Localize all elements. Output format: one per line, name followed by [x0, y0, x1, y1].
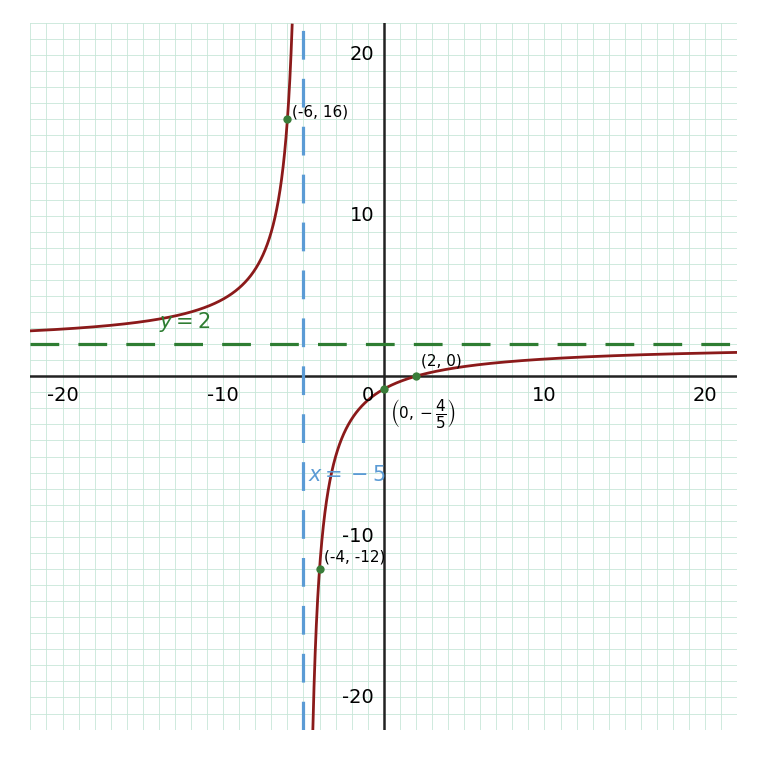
Text: -20: -20 — [343, 688, 374, 707]
Text: -20: -20 — [46, 386, 78, 405]
Text: $\left(0,-\dfrac{4}{5}\right)$: $\left(0,-\dfrac{4}{5}\right)$ — [390, 397, 456, 430]
Text: 20: 20 — [350, 46, 374, 65]
Text: -10: -10 — [207, 386, 239, 405]
Text: $x = -5$: $x = -5$ — [309, 464, 386, 485]
Text: (2, 0): (2, 0) — [421, 353, 461, 368]
Text: $y = 2$: $y = 2$ — [159, 310, 211, 334]
Text: 0: 0 — [362, 386, 374, 405]
Text: 20: 20 — [693, 386, 717, 405]
Text: 10: 10 — [532, 386, 557, 405]
Text: 10: 10 — [350, 206, 374, 225]
Text: -10: -10 — [343, 527, 374, 546]
Text: (-6, 16): (-6, 16) — [293, 104, 348, 119]
Text: (-4, -12): (-4, -12) — [325, 549, 386, 564]
